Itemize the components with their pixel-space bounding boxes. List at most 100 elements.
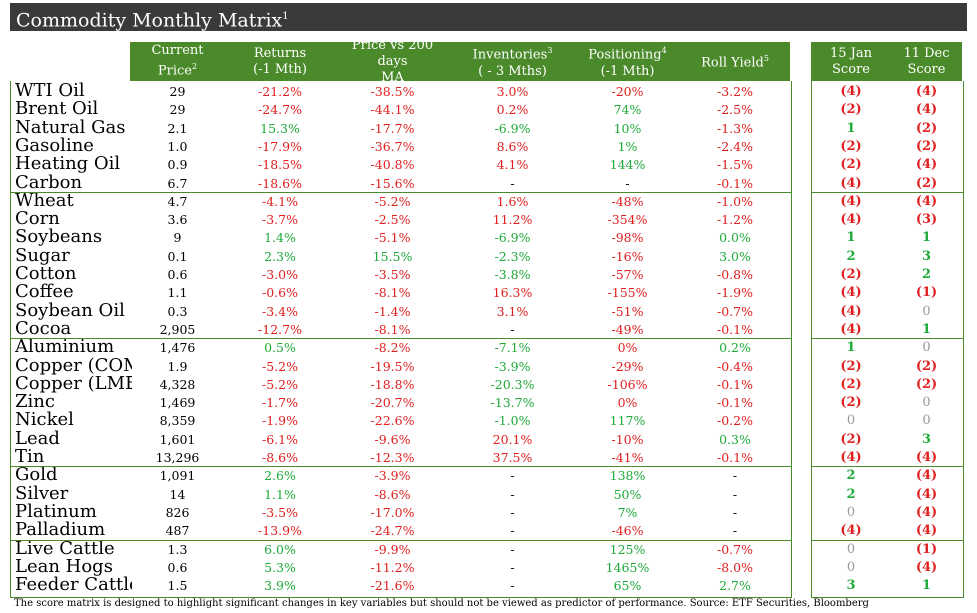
header-11dec-score: 11 Dec Score	[903, 45, 950, 77]
commodity-name: Gasoline	[15, 136, 94, 155]
cell-price-vs-ma: -20.7%	[370, 395, 415, 411]
cell-price-vs-ma: -9.9%	[374, 541, 411, 557]
cell-roll-yield: -0.2%	[717, 413, 753, 429]
cell-price: 29	[169, 84, 186, 99]
cell-score-11dec: (4)	[915, 523, 938, 539]
cell-roll-yield: -0.7%	[717, 541, 753, 557]
cell-roll-yield: -	[732, 468, 738, 484]
table-row: Cocoa 2,905 -12.7% -8.1% - -49% -0.1% (4) 1	[0, 320, 977, 338]
cell-roll-yield: -0.1%	[717, 321, 753, 337]
cell-positioning: 144%	[609, 157, 646, 173]
commodity-name: Aluminium	[15, 338, 115, 357]
cell-returns: -4.1%	[262, 193, 298, 209]
table-row: Soybean Oil 0.3 -3.4% -1.4% 3.1% -51% -0.7% (4)…	[0, 302, 977, 320]
cell-price: 3.6	[167, 212, 188, 228]
cell-score-11dec: (4)	[915, 193, 938, 209]
cell-roll-yield: -0.7%	[717, 303, 753, 319]
cell-roll-yield: -1.9%	[717, 285, 753, 301]
cell-price-vs-ma: -38.5%	[370, 84, 415, 99]
commodity-name: Lead	[15, 429, 60, 448]
cell-price-vs-ma: -3.5%	[374, 267, 411, 282]
cell-positioning: 138%	[609, 468, 646, 484]
cell-score-11dec: 1	[921, 230, 932, 246]
cell-returns: -18.6%	[258, 175, 302, 191]
cell-score-15jan: 2	[846, 468, 856, 484]
cell-roll-yield: -3.2%	[717, 84, 753, 99]
table-row: Copper (COMEX) 1.9 -5.2% -19.5% -3.9% -29% -0.…	[0, 357, 977, 375]
cell-positioning: -106%	[607, 376, 648, 392]
cell-score-11dec: (4)	[915, 486, 938, 502]
cell-roll-yield: -0.1%	[717, 376, 753, 392]
cell-price: 2,905	[159, 321, 196, 337]
cell-price: 1,469	[159, 395, 196, 411]
cell-returns: 2.3%	[264, 248, 296, 264]
cell-roll-yield: -2.4%	[717, 138, 753, 154]
commodity-name: Copper (LME)	[15, 374, 132, 393]
cell-inventories: -3.9%	[494, 358, 531, 374]
cell-inventories: 3.0%	[496, 84, 529, 99]
commodity-name: Cocoa	[15, 319, 72, 338]
cell-score-15jan: 1	[846, 230, 856, 246]
cell-returns: 0.5%	[264, 340, 296, 356]
cell-score-11dec: (2)	[915, 175, 938, 191]
table-row: Brent Oil 29 -24.7% -44.1% 0.2% 74% -2.5% (2) (4…	[0, 100, 977, 118]
commodity-name: Cotton	[15, 265, 77, 283]
commodity-name: Soybean Oil	[15, 301, 125, 320]
cell-price: 0.3	[167, 303, 188, 319]
cell-price: 29	[169, 102, 186, 118]
cell-score-15jan: 0	[846, 559, 856, 575]
table-row: Carbon 6.7 -18.6% -15.6% - - -0.1% (4) (2)	[0, 174, 977, 192]
commodity-name: Sugar	[15, 246, 70, 265]
table-row: Coffee 1.1 -0.6% -8.1% 16.3% -155% -1.9% (4) (1)	[0, 283, 977, 301]
commodity-name: Heating Oil	[15, 155, 121, 174]
cell-score-11dec: (4)	[915, 102, 938, 118]
cell-roll-yield: -0.1%	[717, 450, 753, 465]
table-row: Sugar 0.1 2.3% 15.5% -2.3% -16% 3.0% 2 3	[0, 247, 977, 265]
cell-price-vs-ma: -8.6%	[374, 486, 411, 502]
cell-price-vs-ma: -17.7%	[370, 120, 415, 136]
group-separator	[10, 191, 791, 193]
commodity-name: Tin	[15, 448, 45, 466]
cell-inventories: -13.7%	[490, 395, 535, 411]
cell-roll-yield: -0.8%	[717, 267, 753, 282]
commodity-name: Gold	[15, 466, 58, 485]
cell-positioning: 1%	[617, 138, 638, 154]
cell-inventories: -1.0%	[494, 413, 531, 429]
cell-roll-yield: -	[732, 504, 738, 520]
cell-score-15jan: (2)	[840, 138, 862, 154]
cell-inventories: 37.5%	[492, 450, 533, 465]
cell-inventories: 11.2%	[492, 212, 533, 228]
cell-price: 0.6	[167, 267, 188, 282]
header-price-vs-ma: Price vs 200 days MA	[351, 37, 434, 85]
cell-returns: -1.9%	[262, 413, 298, 429]
cell-score-15jan: (4)	[840, 303, 862, 319]
cell-returns: -21.2%	[258, 84, 302, 99]
cell-inventories: 3.1%	[496, 303, 529, 319]
cell-score-15jan: (4)	[840, 193, 862, 209]
commodity-name: Lean Hogs	[15, 557, 113, 576]
cell-inventories: -	[510, 486, 515, 502]
cell-returns: -13.9%	[258, 523, 302, 539]
table-row: Silver 14 1.1% -8.6% - 50% - 2 (4)	[0, 485, 977, 503]
header-returns: Returns (-1 Mth)	[253, 45, 307, 77]
cell-score-15jan: (2)	[840, 358, 862, 374]
cell-price-vs-ma: -21.6%	[370, 578, 415, 594]
cell-inventories: -20.3%	[490, 376, 535, 392]
cell-price: 1.1	[167, 285, 188, 301]
cell-score-15jan: 1	[846, 340, 856, 356]
cell-roll-yield: -2.5%	[717, 102, 753, 118]
cell-positioning: -155%	[607, 285, 648, 301]
cell-score-11dec: 0	[922, 413, 931, 429]
cell-returns: -5.2%	[262, 358, 298, 374]
cell-score-11dec: (2)	[915, 358, 938, 374]
cell-score-11dec: 0	[922, 340, 931, 356]
cell-price: 4,328	[159, 376, 196, 392]
cell-price-vs-ma: -15.6%	[370, 175, 415, 191]
cell-returns: -3.0%	[262, 267, 298, 282]
cell-score-15jan: (2)	[840, 431, 862, 447]
cell-price-vs-ma: -9.6%	[374, 431, 411, 447]
cell-returns: -18.5%	[258, 157, 302, 173]
cell-roll-yield: -1.3%	[717, 120, 753, 136]
table-row: Copper (LME) 4,328 -5.2% -18.8% -20.3% -106% -…	[0, 375, 977, 393]
cell-positioning: -51%	[611, 303, 644, 319]
